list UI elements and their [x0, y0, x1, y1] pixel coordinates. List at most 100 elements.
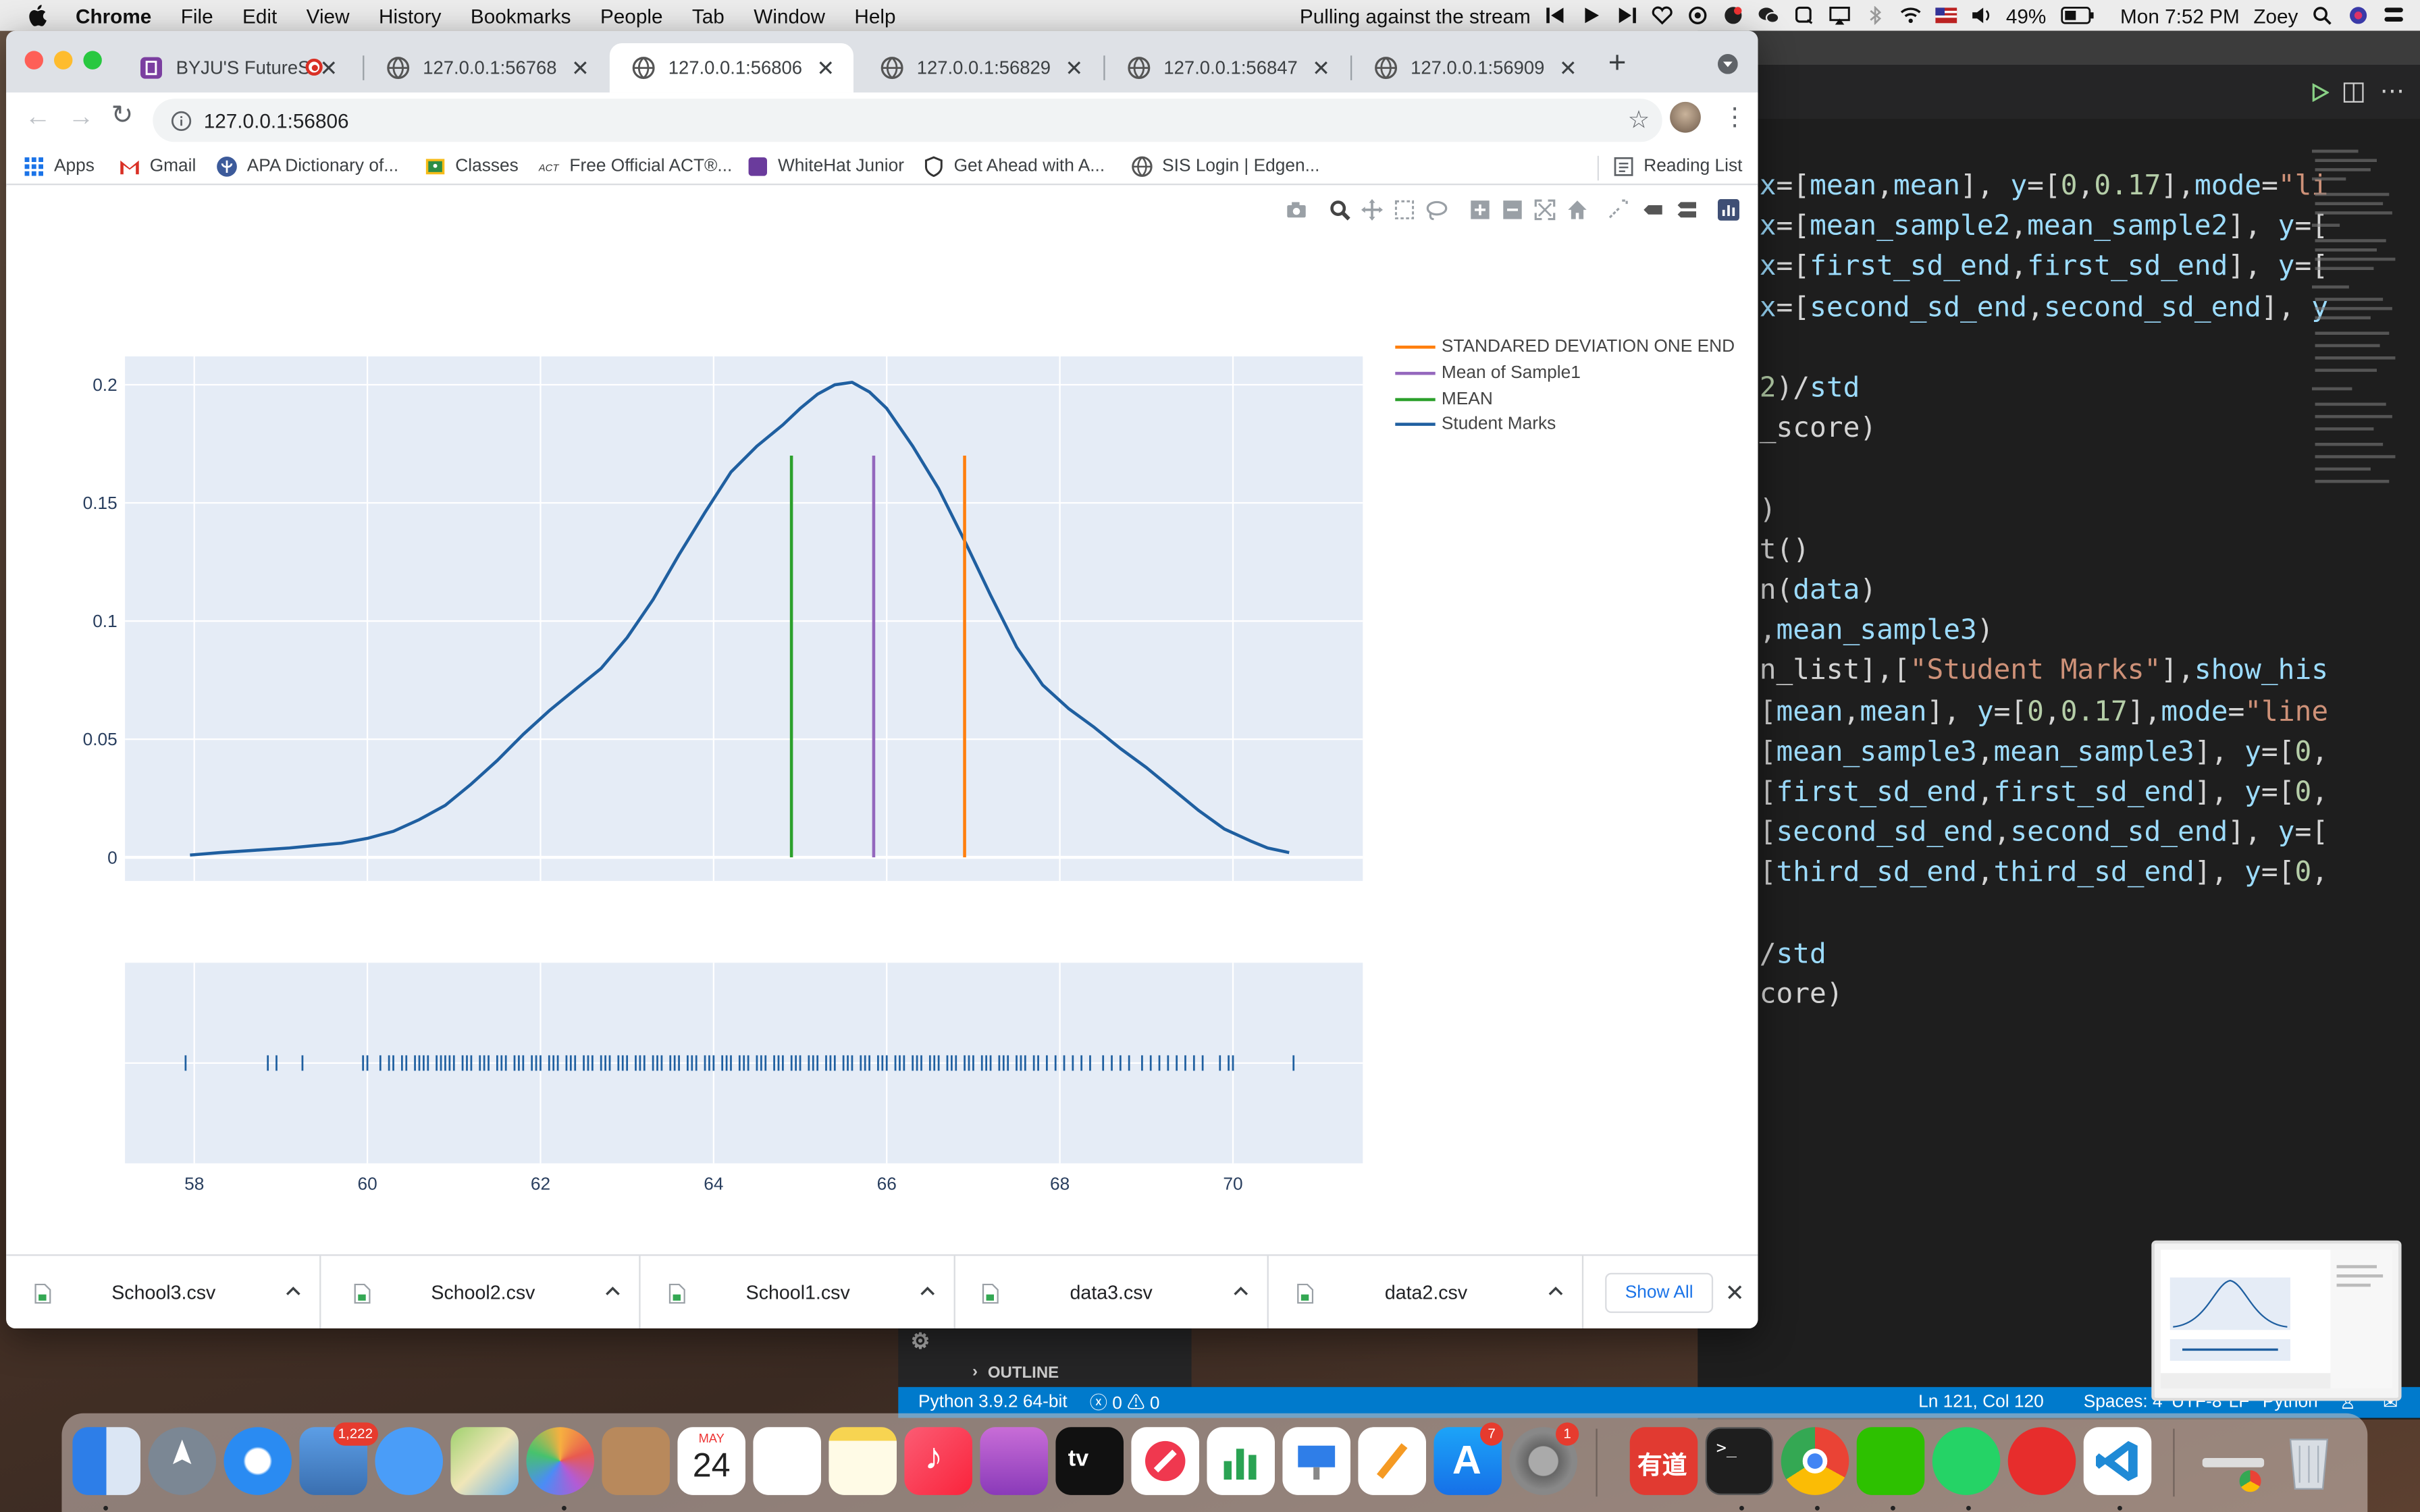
hover-closest-icon[interactable] — [1642, 199, 1664, 221]
now-playing-text[interactable]: Pulling against the stream — [1299, 3, 1531, 27]
control-center-icon[interactable] — [2383, 6, 2404, 24]
url-text[interactable]: 127.0.0.1:56806 — [203, 109, 349, 132]
bookmark-apps[interactable]: Apps — [23, 156, 95, 178]
close-tab-icon[interactable]: ✕ — [1312, 55, 1330, 80]
reset-axes-icon[interactable] — [1567, 199, 1588, 221]
numbers-icon[interactable] — [1207, 1427, 1275, 1495]
trash-icon[interactable] — [2275, 1427, 2343, 1495]
reminders-icon[interactable] — [753, 1427, 821, 1495]
menu-view[interactable]: View — [306, 3, 350, 27]
legend-item-sd-one-end[interactable]: STANDARED DEVIATION ONE END — [1395, 335, 1735, 360]
menu-bookmarks[interactable]: Bookmarks — [470, 3, 571, 27]
legend-item-mean-sample1[interactable]: Mean of Sample1 — [1395, 360, 1735, 386]
bookmark-apa[interactable]: APA Dictionary of... — [216, 156, 398, 178]
pages-icon[interactable] — [1358, 1427, 1426, 1495]
screenshot-thumbnail[interactable] — [2151, 1240, 2402, 1401]
close-tab-icon[interactable]: ✕ — [1558, 55, 1577, 80]
play-icon[interactable] — [1580, 6, 1602, 24]
bookmark-star-icon[interactable]: ☆ — [1627, 107, 1650, 134]
calendar-icon[interactable]: MAY 24 — [677, 1427, 745, 1495]
split-editor-icon[interactable] — [2343, 82, 2365, 103]
plotly-logo-icon[interactable] — [1717, 198, 1739, 221]
mail-stamp-icon[interactable]: 1,222 — [299, 1422, 377, 1495]
reading-list-button[interactable]: Reading List — [1613, 156, 1742, 178]
minimap[interactable] — [2311, 146, 2402, 502]
sync-icon[interactable] — [1687, 6, 1708, 24]
apple-menu-icon[interactable] — [26, 5, 48, 26]
chevron-up-icon[interactable] — [604, 1282, 622, 1300]
notes-icon[interactable] — [828, 1427, 897, 1495]
download-item[interactable]: School3.csv — [6, 1256, 321, 1328]
legend-item-mean[interactable]: MEAN — [1395, 386, 1735, 412]
plotly-figure[interactable]: 0 0.05 0.1 0.15 0.2 58 60 62 64 66 68 70 — [6, 187, 1758, 1255]
maps-icon[interactable] — [450, 1427, 519, 1495]
download-item[interactable]: data2.csv — [1269, 1256, 1584, 1328]
lasso-icon[interactable] — [1426, 199, 1448, 221]
autoscale-icon[interactable] — [1534, 199, 1556, 221]
hover-compare-icon[interactable] — [1676, 199, 1698, 221]
profile-avatar[interactable] — [1670, 101, 1701, 133]
bookmark-sis-login[interactable]: SIS Login | Edgen... — [1131, 156, 1319, 178]
menu-history[interactable]: History — [378, 3, 442, 27]
battery-icon[interactable] — [2060, 6, 2094, 24]
python-interpreter[interactable]: Python 3.9.2 64-bit — [918, 1393, 1068, 1412]
back-icon[interactable]: ← — [24, 101, 51, 132]
close-tab-icon[interactable]: ✕ — [319, 55, 338, 80]
menu-window[interactable]: Window — [754, 3, 825, 27]
wechat-icon[interactable] — [1758, 6, 1779, 24]
tab-56806-active[interactable]: 127.0.0.1:56806 ✕ — [609, 43, 853, 93]
more-actions-icon[interactable]: ⋯ — [2379, 78, 2405, 105]
site-info-icon[interactable] — [171, 110, 192, 130]
qq-icon[interactable] — [1793, 6, 1814, 24]
spike-lines-icon[interactable] — [1606, 199, 1628, 221]
clock[interactable]: Mon 7:52 PM — [2120, 3, 2240, 27]
wechat-app-icon[interactable] — [1856, 1427, 1925, 1495]
download-item[interactable]: data3.csv — [954, 1256, 1269, 1328]
terminal-icon[interactable]: >_ — [1705, 1427, 1774, 1495]
music-icon[interactable]: ♪ — [904, 1427, 972, 1495]
menu-app-name[interactable]: Chrome — [75, 3, 152, 27]
user-name[interactable]: Zoey — [2253, 3, 2298, 27]
tab-56829[interactable]: 127.0.0.1:56829 ✕ — [858, 43, 1102, 92]
box-select-icon[interactable] — [1394, 199, 1415, 221]
contacts-icon[interactable] — [602, 1427, 670, 1495]
close-tab-icon[interactable]: ✕ — [571, 55, 589, 80]
gear-icon[interactable]: ⚙ — [910, 1328, 930, 1353]
download-item[interactable]: School2.csv — [325, 1256, 641, 1328]
tab-56909[interactable]: 127.0.0.1:56909 ✕ — [1352, 43, 1596, 92]
show-all-downloads-button[interactable]: Show All — [1605, 1272, 1714, 1314]
previous-track-icon[interactable] — [1544, 6, 1566, 24]
download-item[interactable]: School1.csv — [641, 1256, 955, 1328]
chevron-up-icon[interactable] — [284, 1282, 302, 1300]
pan-icon[interactable] — [1361, 198, 1383, 221]
zoom-in-icon[interactable] — [1469, 199, 1491, 221]
outline-label[interactable]: OUTLINE — [987, 1364, 1059, 1382]
bookmark-gmail[interactable]: Gmail — [119, 156, 196, 178]
volume-icon[interactable] — [1970, 6, 1992, 24]
apple-tv-icon[interactable]: tv — [1055, 1427, 1124, 1495]
chevron-right-icon[interactable]: › — [972, 1362, 978, 1381]
finder-icon[interactable] — [72, 1427, 140, 1495]
next-track-icon[interactable] — [1616, 6, 1637, 24]
wifi-icon[interactable] — [1899, 6, 1921, 24]
battery-percent[interactable]: 49% — [2005, 3, 2047, 27]
zoom-out-icon[interactable] — [1502, 199, 1523, 221]
safari-icon[interactable] — [223, 1427, 292, 1495]
qihoo-icon[interactable] — [1722, 6, 1743, 24]
tab-search-icon[interactable] — [1717, 53, 1738, 74]
forward-icon[interactable]: → — [68, 101, 95, 132]
bookmark-get-ahead[interactable]: Get Ahead with A... — [923, 156, 1105, 178]
tab-56847[interactable]: 127.0.0.1:56847 ✕ — [1105, 43, 1349, 92]
menu-edit[interactable]: Edit — [242, 3, 278, 27]
density-curve-student-marks[interactable] — [190, 381, 1290, 857]
maximize-window-button[interactable] — [83, 51, 102, 70]
menu-tab[interactable]: Tab — [691, 3, 725, 27]
main-plot-area[interactable] — [125, 356, 1363, 882]
new-tab-icon[interactable]: + — [1608, 46, 1627, 80]
keynote-icon[interactable] — [1282, 1427, 1350, 1495]
tab-56768[interactable]: 127.0.0.1:56768 ✕ — [364, 43, 608, 92]
close-window-button[interactable] — [24, 51, 43, 70]
us-flag-icon[interactable] — [1935, 6, 1957, 24]
chevron-up-icon[interactable] — [1232, 1282, 1250, 1300]
